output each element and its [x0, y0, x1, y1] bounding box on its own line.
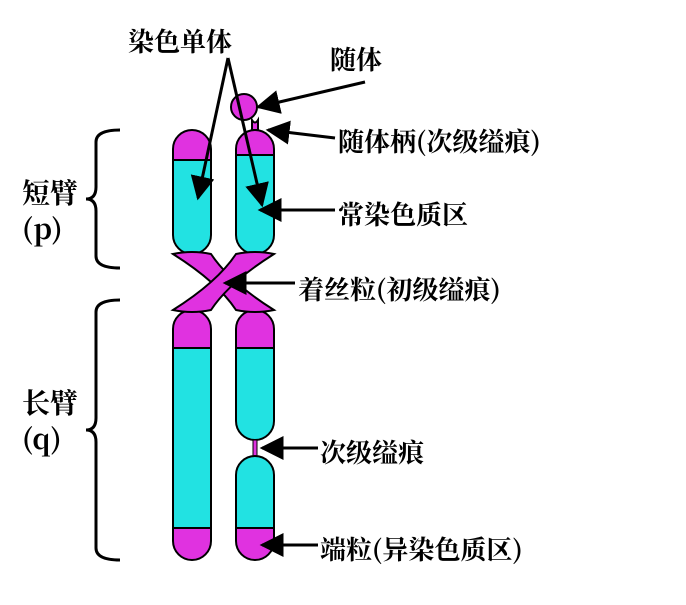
label-short-arm-p-2: (p) [22, 208, 63, 248]
label-long-arm-q-1: 长臂 [22, 382, 78, 422]
label-centromere: 着丝粒(初级缢痕) [298, 270, 501, 307]
label-chromatid: 染色单体 [128, 22, 232, 59]
label-short-arm-p-1: 短臂 [22, 172, 78, 212]
label-euchromatin: 常染色质区 [338, 195, 468, 232]
label-secondary-constriction: 次级缢痕 [320, 433, 424, 470]
label-satellite: 随体 [330, 40, 382, 77]
label-stalk: 随体柄(次级缢痕) [338, 122, 541, 159]
label-long-arm-q-2: (q) [22, 418, 62, 458]
label-telomere: 端粒(异染色质区) [320, 530, 523, 567]
satellite-body [231, 94, 257, 120]
